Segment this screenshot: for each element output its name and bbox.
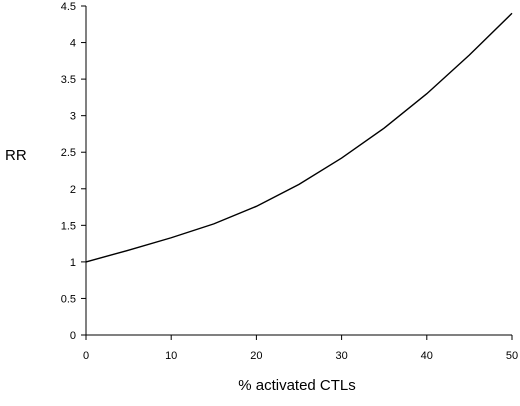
y-tick-label: 3	[70, 111, 76, 123]
x-tick-label: 0	[83, 350, 89, 362]
y-axis-label: RR	[5, 147, 27, 164]
y-tick-label: 4	[70, 38, 76, 50]
y-axis-ticks: 0 0.5 1 1.5 2 2.5 3 3.5 4 4.5	[61, 1, 86, 342]
y-tick-label: 0	[70, 330, 76, 342]
y-tick-label: 1.5	[61, 220, 76, 232]
y-tick-label: 2.5	[61, 147, 76, 159]
y-tick-label: 4.5	[61, 1, 76, 13]
x-tick-label: 40	[421, 350, 433, 362]
x-tick-label: 20	[250, 350, 262, 362]
x-axis-ticks: 0 10 20 30 40 50	[83, 335, 518, 362]
y-tick-label: 1	[70, 257, 76, 269]
x-tick-label: 30	[335, 350, 347, 362]
series-line-rr	[85, 12, 513, 263]
x-axis-label: % activated CTLs	[238, 377, 356, 394]
x-tick-label: 50	[506, 350, 518, 362]
x-tick-label: 10	[165, 350, 177, 362]
y-tick-label: 0.5	[61, 293, 76, 305]
y-tick-label: 2	[70, 184, 76, 196]
y-tick-label: 3.5	[61, 74, 76, 86]
